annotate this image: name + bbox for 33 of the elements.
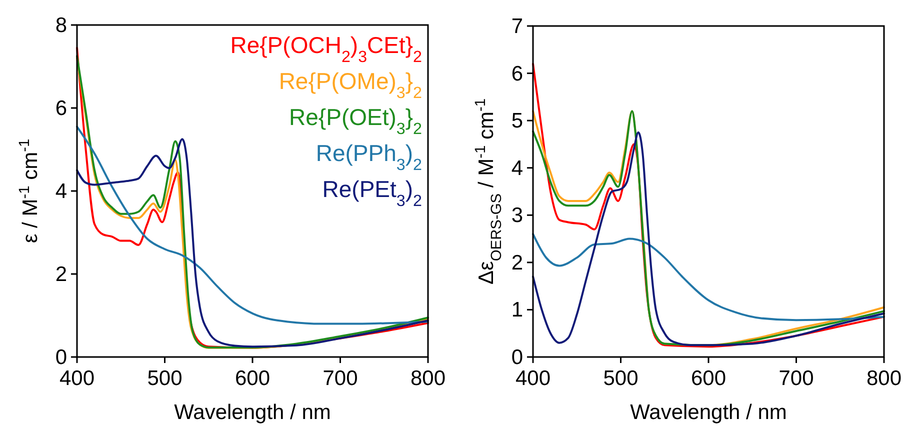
line-series — [532, 62, 885, 348]
y-tick-label: 0 — [55, 346, 67, 369]
line-series — [532, 233, 885, 322]
y-tick-label: 4 — [511, 156, 524, 180]
x-tick-label: 400 — [59, 367, 95, 390]
text: Re{P(OCH$_{2}$)$_{3}$CEt}$_{2}$ — [230, 32, 422, 66]
x-tick-label: 500 — [147, 367, 182, 390]
y-tick-label: 6 — [55, 97, 67, 120]
x-tick-label: 500 — [603, 367, 638, 390]
x-tick-label: 700 — [778, 367, 814, 390]
text: Re{P(OMe)$_{3}$}$_{2}$ — [278, 68, 422, 102]
y-tick-label: 4 — [55, 180, 68, 203]
x-tick-label: 600 — [234, 367, 270, 390]
x-tick-label: 400 — [515, 367, 551, 390]
y-tick-label: 1 — [511, 298, 523, 322]
x-axis-title: Wavelength / nm — [630, 401, 787, 424]
text: Re(PEt$_{3}$)$_{2}$ — [322, 176, 422, 210]
text: Re(PPh$_{3}$)$_{2}$ — [316, 140, 422, 174]
y-tick-label: 6 — [511, 62, 523, 86]
y-tick-label: 7 — [511, 15, 523, 38]
x-tick-label: 700 — [322, 367, 358, 390]
y-tick-label: 0 — [511, 346, 523, 369]
x-tick-label: 600 — [690, 367, 726, 390]
x-tick-label: 800 — [410, 367, 446, 390]
y-tick-label: 2 — [511, 251, 523, 274]
x-tick-label: 800 — [866, 367, 902, 390]
y-tick-label: 2 — [55, 263, 67, 286]
x-axis-title: Wavelength / nm — [174, 401, 331, 424]
text: Re{P(OEt)$_{3}$}$_{2}$ — [289, 104, 422, 138]
line-series — [76, 138, 429, 348]
y-tick-label: 3 — [511, 204, 523, 228]
y-tick-label: 8 — [55, 14, 67, 37]
y-tick-label: 5 — [511, 110, 523, 133]
